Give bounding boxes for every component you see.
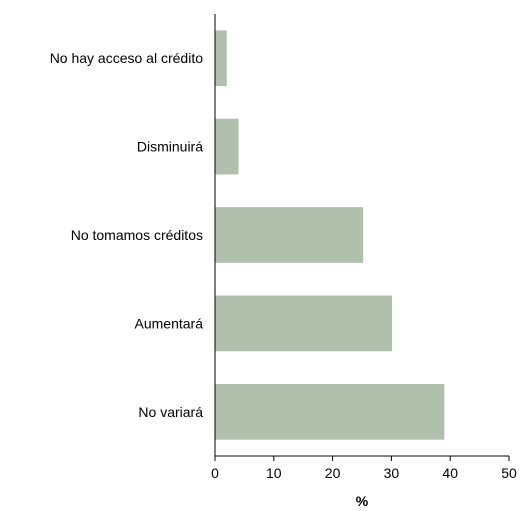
category-label-0: No hay acceso al crédito [50, 50, 204, 66]
bar-0 [215, 30, 227, 87]
x-tick-label-0: 0 [211, 465, 219, 481]
x-tick-label-2: 20 [325, 465, 341, 481]
bars-group [215, 30, 445, 440]
bar-4 [215, 383, 445, 440]
x-tick-label-5: 50 [501, 465, 517, 481]
x-tick-label-3: 30 [384, 465, 400, 481]
bar-3 [215, 295, 392, 352]
category-label-3: Aumentará [135, 315, 204, 331]
x-ticks: 0 10 20 30 40 50 [211, 456, 517, 481]
category-label-2: No tomamos créditos [71, 227, 203, 243]
category-label-4: No variará [138, 404, 203, 420]
x-tick-label-4: 40 [442, 465, 458, 481]
category-labels: No hay acceso al crédito Disminuirá No tom… [50, 50, 204, 420]
x-tick-label-1: 10 [266, 465, 282, 481]
bar-1 [215, 118, 239, 175]
bar-2 [215, 207, 364, 263]
category-label-1: Disminuirá [137, 139, 203, 155]
x-axis-title: % [356, 493, 369, 509]
